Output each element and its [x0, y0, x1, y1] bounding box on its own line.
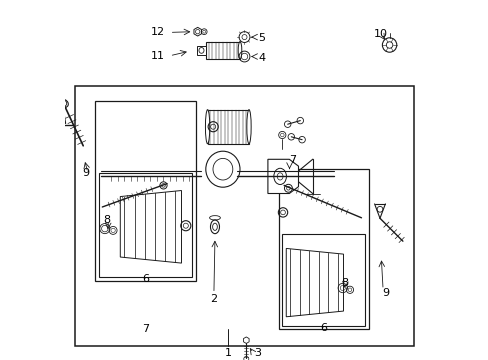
Polygon shape — [75, 86, 413, 346]
Polygon shape — [120, 190, 181, 263]
Text: 7: 7 — [289, 155, 296, 165]
Polygon shape — [207, 110, 248, 144]
Polygon shape — [267, 159, 298, 194]
Text: 6: 6 — [142, 274, 149, 284]
Ellipse shape — [205, 110, 209, 144]
Ellipse shape — [277, 173, 283, 180]
Text: 9: 9 — [81, 168, 89, 178]
Text: 12: 12 — [150, 27, 164, 37]
Polygon shape — [282, 234, 365, 326]
Polygon shape — [196, 46, 205, 55]
Text: 8: 8 — [340, 278, 347, 288]
Ellipse shape — [238, 42, 241, 59]
Polygon shape — [205, 42, 240, 59]
Text: 10: 10 — [373, 29, 387, 39]
Text: 7: 7 — [142, 324, 149, 334]
Ellipse shape — [205, 151, 240, 187]
Ellipse shape — [246, 110, 251, 144]
Text: 2: 2 — [210, 294, 217, 304]
Text: 1: 1 — [224, 348, 231, 358]
Ellipse shape — [273, 168, 286, 185]
Polygon shape — [95, 101, 196, 281]
Text: 8: 8 — [103, 215, 110, 225]
Polygon shape — [278, 169, 368, 329]
Ellipse shape — [213, 158, 232, 180]
Polygon shape — [285, 248, 343, 317]
Text: 9: 9 — [381, 288, 388, 298]
Polygon shape — [99, 173, 192, 277]
Text: 6: 6 — [320, 323, 326, 333]
Text: 11: 11 — [150, 51, 164, 61]
Text: 3: 3 — [254, 348, 261, 358]
Text: 4: 4 — [258, 53, 265, 63]
Text: 5: 5 — [258, 33, 264, 43]
